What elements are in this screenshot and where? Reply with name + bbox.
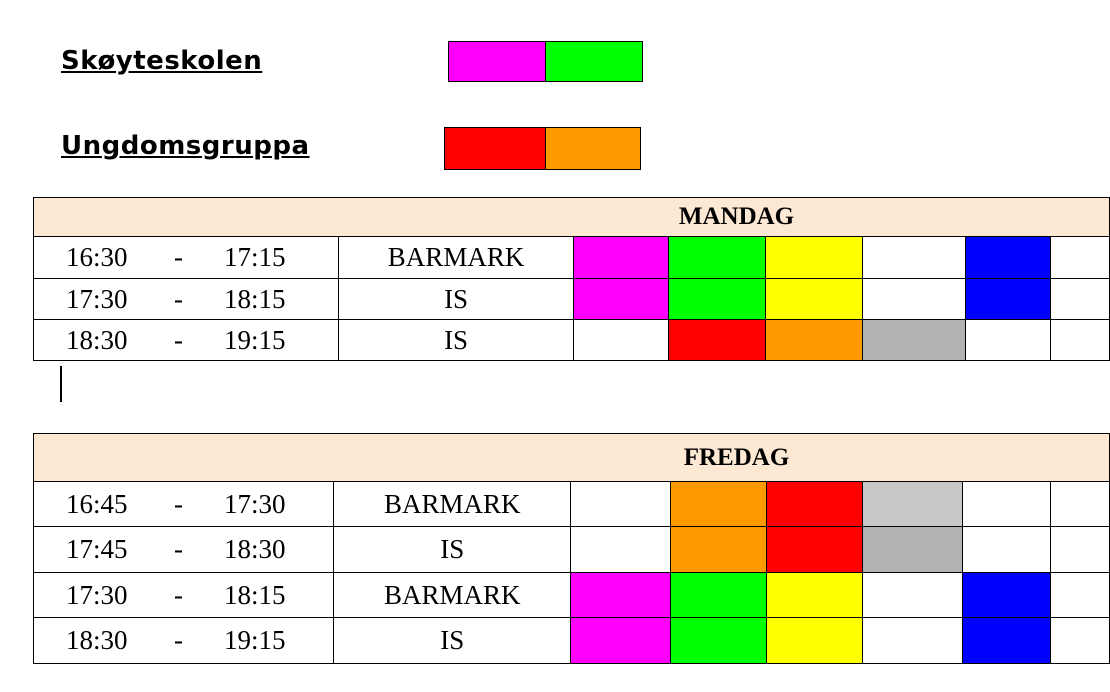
activity-cell: BARMARK	[338, 236, 575, 279]
time-cell: 18:30 - 19:15	[32, 617, 335, 664]
color-cell	[964, 319, 1051, 361]
legend-swatch	[449, 42, 545, 81]
color-cell	[669, 526, 767, 573]
color-cell	[964, 278, 1051, 320]
color-cell	[961, 526, 1051, 573]
time-separator: -	[174, 579, 183, 610]
color-cell	[961, 481, 1051, 527]
color-cell	[765, 617, 864, 664]
legend-label-skoyteskolen: Skøyteskolen	[61, 46, 263, 76]
activity-cell: IS	[333, 526, 572, 573]
color-cell	[1049, 526, 1110, 573]
time-separator: -	[174, 283, 183, 314]
legend-label-ungdomsgruppa: Ungdomsgruppa	[61, 131, 310, 161]
time-cell: 16:30 - 17:15	[32, 236, 340, 279]
end-time: 17:15	[224, 242, 286, 272]
text-cursor	[60, 366, 62, 402]
color-cell	[765, 526, 864, 573]
color-cell	[669, 481, 767, 527]
color-cell	[861, 236, 966, 279]
activity-cell: BARMARK	[333, 572, 572, 618]
table-row: 16:45 - 17:30 BARMARK	[32, 481, 1110, 527]
color-cell	[573, 319, 669, 361]
end-time: 19:15	[224, 324, 286, 355]
table-row: 18:30 - 19:15 IS	[32, 617, 1110, 664]
legend-swatch	[445, 128, 545, 169]
start-time: 18:30	[66, 324, 128, 355]
color-cell	[667, 278, 766, 320]
activity-cell: IS	[338, 278, 575, 320]
day-title: MANDAG	[678, 203, 795, 230]
start-time: 17:30	[66, 579, 128, 610]
color-cell	[1049, 617, 1110, 664]
time-separator: -	[174, 534, 183, 564]
time-separator: -	[174, 488, 183, 519]
color-cell	[667, 319, 766, 361]
color-cell	[1049, 236, 1110, 279]
color-cell	[861, 319, 966, 361]
time-separator: -	[174, 242, 183, 272]
start-time: 17:45	[66, 534, 128, 564]
time-cell: 17:30 - 18:15	[32, 572, 335, 618]
day-header-mandag: MANDAG	[33, 197, 1110, 237]
color-cell	[1049, 278, 1110, 320]
color-cell	[961, 572, 1051, 618]
color-cell	[765, 572, 864, 618]
color-cell	[961, 617, 1051, 664]
day-title: FREDAG	[683, 443, 790, 471]
color-cell	[1049, 319, 1110, 361]
color-cell	[570, 526, 671, 573]
start-time: 17:30	[66, 283, 128, 314]
table-row: 16:30 - 17:15 BARMARK	[32, 236, 1110, 279]
time-separator: -	[174, 324, 183, 355]
time-cell: 17:30 - 18:15	[32, 278, 340, 320]
color-cell	[765, 481, 864, 527]
day-header-fredag: FREDAG	[33, 433, 1110, 482]
color-cell	[573, 278, 669, 320]
color-cell	[669, 572, 767, 618]
start-time: 18:30	[66, 625, 128, 655]
color-cell	[669, 617, 767, 664]
legend-swatch	[545, 128, 640, 169]
activity-cell: IS	[338, 319, 575, 361]
schedule-table-fredag: FREDAG 16:45 - 17:30 BARMARK 17:45 - 18:30 I…	[32, 433, 1110, 664]
color-cell	[1049, 481, 1110, 527]
activity-cell: BARMARK	[333, 481, 572, 527]
time-cell: 16:45 - 17:30	[32, 481, 335, 527]
color-cell	[570, 617, 671, 664]
time-cell: 17:45 - 18:30	[32, 526, 335, 573]
color-cell	[1049, 572, 1110, 618]
color-cell	[862, 617, 963, 664]
legend-swatch	[545, 42, 642, 81]
color-cell	[964, 236, 1051, 279]
color-cell	[861, 278, 966, 320]
legend-swatches-skoyteskolen	[448, 41, 643, 82]
start-time: 16:45	[66, 488, 128, 519]
schedule-table-mandag: MANDAG 16:30 - 17:15 BARMARK 17:30 - 18:15 I…	[32, 197, 1110, 361]
color-cell	[570, 572, 671, 618]
table-row: 17:45 - 18:30 IS	[32, 526, 1110, 573]
activity-cell: IS	[333, 617, 572, 664]
time-cell: 18:30 - 19:15	[32, 319, 340, 361]
color-cell	[862, 481, 963, 527]
table-row: 18:30 - 19:15 IS	[32, 319, 1110, 361]
color-cell	[764, 278, 863, 320]
color-cell	[667, 236, 766, 279]
end-time: 19:15	[224, 625, 286, 655]
legend-swatches-ungdomsgruppa	[444, 127, 641, 170]
start-time: 16:30	[66, 242, 128, 272]
color-cell	[764, 236, 863, 279]
end-time: 17:30	[224, 488, 286, 519]
color-cell	[764, 319, 863, 361]
color-cell	[570, 481, 671, 527]
color-cell	[862, 572, 963, 618]
time-separator: -	[174, 625, 183, 655]
end-time: 18:15	[224, 283, 286, 314]
end-time: 18:15	[224, 579, 286, 610]
color-cell	[862, 526, 963, 573]
table-row: 17:30 - 18:15 IS	[32, 278, 1110, 320]
end-time: 18:30	[224, 534, 286, 564]
table-row: 17:30 - 18:15 BARMARK	[32, 572, 1110, 618]
color-cell	[573, 236, 669, 279]
